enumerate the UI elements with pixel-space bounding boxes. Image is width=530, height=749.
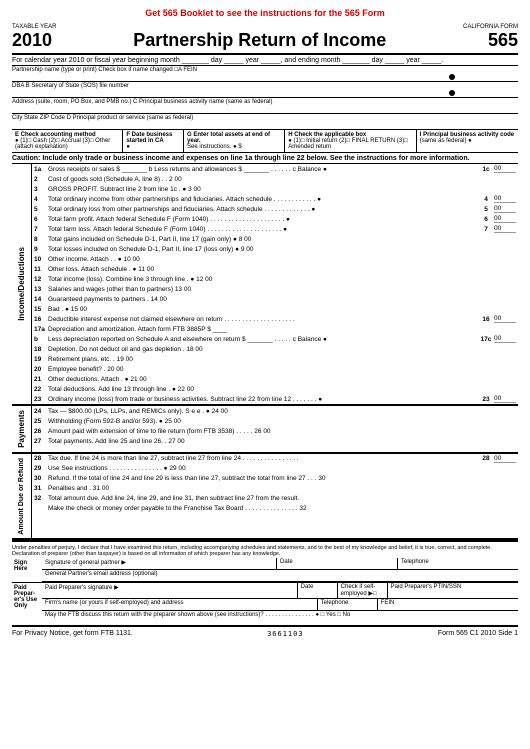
form-line[interactable]: 25Withholding (Form 592-B and/or 593). ●… bbox=[32, 416, 518, 426]
page-footer: For Privacy Notice, get form FTB 1131. 3… bbox=[12, 625, 518, 638]
form-line[interactable]: 10Other income. Attach . . ● 10 00 bbox=[32, 254, 518, 264]
booklet-link[interactable]: Get 565 Booklet to see the instructions … bbox=[12, 8, 518, 18]
dba-block[interactable]: DBA B Secretary of State (SOS) file numb… bbox=[12, 82, 518, 98]
form-line[interactable]: 3GROSS PROFIT. Subtract line 2 from line… bbox=[32, 184, 518, 194]
form-line[interactable]: 24Tax — $800.00 (LPs, LLPs, and REMICs o… bbox=[32, 406, 518, 416]
form-number: 565 bbox=[463, 30, 518, 51]
form-header: TAXABLE YEAR 2010 Partnership Return of … bbox=[12, 24, 518, 55]
gp-email-line[interactable]: General Partner's email address (optiona… bbox=[42, 570, 518, 582]
perjury-statement: Under penalties of perjury, I declare th… bbox=[12, 544, 518, 558]
box-i[interactable]: I Principal business activity code(same … bbox=[417, 130, 518, 152]
sign-section: Under penalties of perjury, I declare th… bbox=[12, 540, 518, 625]
form-line[interactable]: 2Cost of goods sold (Schedule A, line 8)… bbox=[32, 174, 518, 184]
form-line[interactable]: 5Total ordinary loss from other partners… bbox=[32, 204, 518, 214]
form-line[interactable]: Make the check or money order payable to… bbox=[32, 504, 518, 514]
form-line[interactable]: 6Total farm profit. Attach federal Sched… bbox=[32, 214, 518, 224]
box-h[interactable]: H Check the applicable box● (1)□ Initial… bbox=[285, 130, 417, 152]
privacy-notice: For Privacy Notice, get form FTB 1131. bbox=[12, 630, 133, 638]
form-line[interactable]: 30Refund. If the total of line 24 and li… bbox=[32, 474, 518, 484]
box-f[interactable]: F Date business started in CA● bbox=[123, 130, 184, 152]
form-line[interactable]: 8Total gains included on Schedule D-1, P… bbox=[32, 234, 518, 244]
box-g[interactable]: G Enter total assets at end of year.See … bbox=[184, 130, 285, 152]
income-label: Income/Deductions bbox=[12, 164, 32, 404]
form-line[interactable]: 1aGross receipts or sales $ _______ b Le… bbox=[32, 164, 518, 174]
firm-line[interactable]: Firm's name (or yours if self-employed) … bbox=[42, 599, 518, 611]
form-line[interactable]: 17aDepreciation and amortization. Attach… bbox=[32, 324, 518, 334]
form-line[interactable]: 23Ordinary income (loss) from trade or b… bbox=[32, 394, 518, 404]
form-line[interactable]: 16Deductible interest expense not claime… bbox=[32, 314, 518, 324]
payments-section: Payments 24Tax — $800.00 (LPs, LLPs, and… bbox=[12, 406, 518, 454]
form-line[interactable]: 18Depletion. Do not deduct oil and gas d… bbox=[32, 344, 518, 354]
box-e[interactable]: E Check accounting method● (1)□ Cash (2)… bbox=[12, 130, 123, 152]
caution-line: Caution: Include only trade or business … bbox=[12, 153, 518, 164]
form-line[interactable]: 32Total amount due. Add line 24, line 29… bbox=[32, 494, 518, 504]
form-title: Partnership Return of Income bbox=[133, 30, 386, 51]
form-line[interactable]: 20Employee benefit? . 20 00 bbox=[32, 364, 518, 374]
ftb-discuss-line[interactable]: May the FTB discuss this return with the… bbox=[42, 611, 518, 623]
preparer-sig-line[interactable]: Paid Preparer's signature ▶ Date Check i… bbox=[42, 583, 518, 599]
payments-label: Payments bbox=[12, 406, 32, 452]
form-line[interactable]: 14Guaranteed payments to partners . 14 0… bbox=[32, 294, 518, 304]
form-line[interactable]: 9Total losses included on Schedule D-1, … bbox=[32, 244, 518, 254]
income-section: Income/Deductions 1aGross receipts or sa… bbox=[12, 164, 518, 406]
barcode: 3661103 bbox=[267, 630, 304, 638]
form-565-page: Get 565 Booklet to see the instructions … bbox=[0, 0, 530, 646]
city-block[interactable]: City State ZIP Code D Principal product … bbox=[12, 114, 518, 130]
form-line[interactable]: 7Total farm loss. Attach federal Schedul… bbox=[32, 224, 518, 234]
form-line[interactable]: 21Other deductions. Attach . ● 21 00 bbox=[32, 374, 518, 384]
form-line[interactable]: 27Total payments. Add line 25 and line 2… bbox=[32, 436, 518, 446]
form-line[interactable]: bLess depreciation reported on Schedule … bbox=[32, 334, 518, 344]
side-label: Form 565 C1 2010 Side 1 bbox=[438, 630, 518, 638]
form-line[interactable]: 11Other loss. Attach schedule . ● 11 00 bbox=[32, 264, 518, 274]
amount-due-section: Amount Due or Refund 28Tax due. If line … bbox=[12, 454, 518, 541]
sign-here-label: Sign Here bbox=[12, 558, 42, 582]
paid-preparer-label: Paid Prepar-er's Use Only bbox=[12, 583, 42, 623]
partnership-name-block[interactable]: Partnership name (type or print) Check b… bbox=[12, 66, 518, 82]
form-line[interactable]: 31Penalties and . 31 00 bbox=[32, 484, 518, 494]
amount-due-label: Amount Due or Refund bbox=[12, 454, 32, 539]
form-line[interactable]: 12Total income (loss). Combine line 3 th… bbox=[32, 274, 518, 284]
form-line[interactable]: 15Bad . ● 15 00 bbox=[32, 304, 518, 314]
form-line[interactable]: 4Total ordinary income from other partne… bbox=[32, 194, 518, 204]
form-line[interactable]: 26Amount paid with extension of time to … bbox=[32, 426, 518, 436]
form-line[interactable]: 28Tax due. If line 24 is more than line … bbox=[32, 454, 518, 464]
checkbox-row: E Check accounting method● (1)□ Cash (2)… bbox=[12, 130, 518, 153]
form-line[interactable]: 13Salaries and wages (other than to part… bbox=[32, 284, 518, 294]
signature-line[interactable]: Signature of general partner ▶ Date Tele… bbox=[42, 558, 518, 570]
address-block[interactable]: Address (suite, room, PO Box, and PMB no… bbox=[12, 98, 518, 114]
tax-year: 2010 bbox=[12, 30, 56, 51]
form-line[interactable]: 19Retirement plans, etc. . 19 00 bbox=[32, 354, 518, 364]
form-line[interactable]: 22Total deductions. Add line 13 through … bbox=[32, 384, 518, 394]
calendar-year-line[interactable]: For calendar year 2010 or fiscal year be… bbox=[12, 55, 518, 66]
form-line[interactable]: 29Use See instructions . . . . . . . . .… bbox=[32, 464, 518, 474]
